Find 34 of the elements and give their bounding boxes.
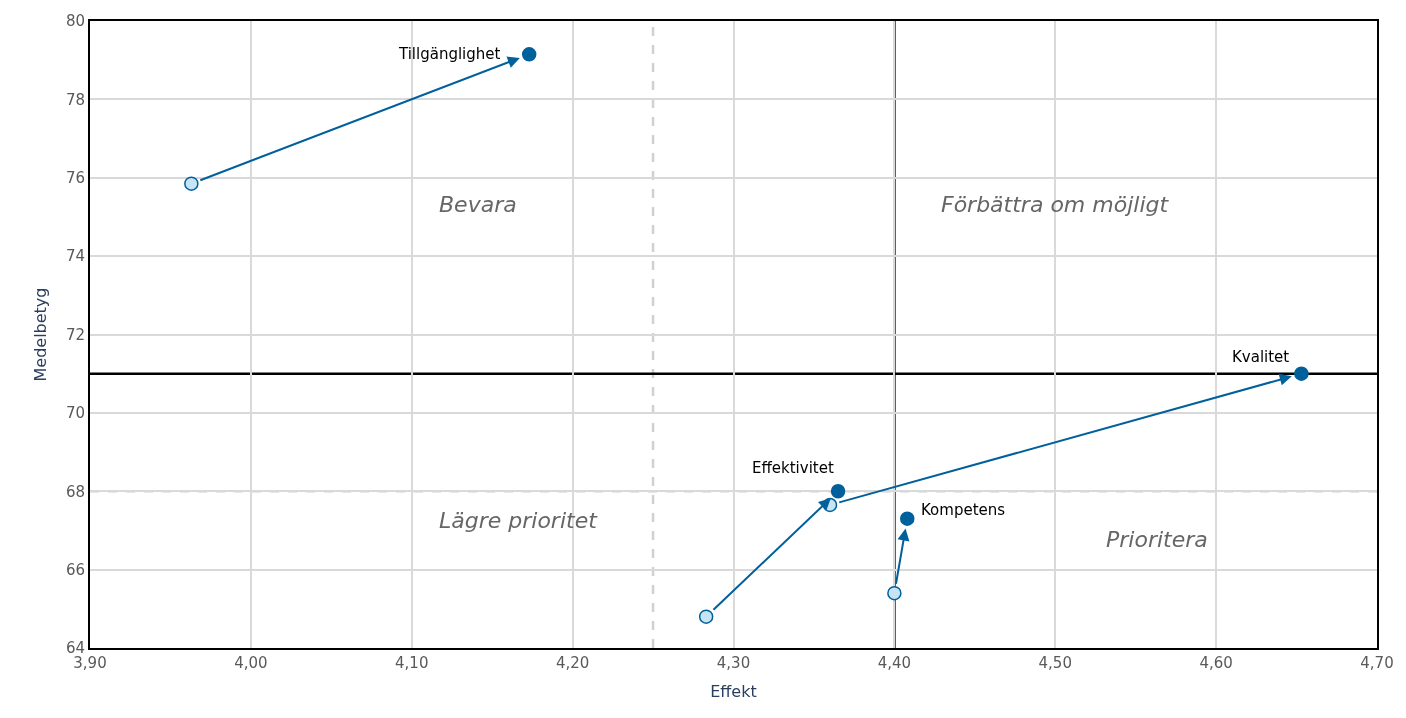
annotation: Förbättra om möjligt [941,192,1170,217]
y-tick-label: 74 [65,247,85,266]
annotation: Bevara [439,192,517,217]
x-tick-label: 3,90 [73,654,107,672]
point [900,511,915,526]
x-axis-title: Effekt [710,682,757,702]
point [1294,366,1309,381]
annotation: Prioritera [1106,527,1208,552]
y-tick-label: 78 [65,90,85,109]
annotation: Kompetens [921,501,1006,519]
x-tick-label: 4,70 [1360,654,1394,672]
point [184,176,199,191]
annotation: Tillgänglighet [398,45,501,63]
annotation: Effektivitet [752,459,834,477]
point [887,585,902,601]
x-tick-label: 4,50 [1038,654,1072,672]
point [521,47,537,62]
y-tick-label: 68 [65,482,85,501]
x-tick-label: 4,00 [234,654,268,672]
x-tick-label: 4,60 [1199,654,1233,672]
point [830,484,846,499]
y-tick-label: 76 [65,169,85,187]
x-tick-label: 4,20 [555,654,590,672]
y-tick-label: 70 [65,404,85,423]
x-tick-label: 4,30 [716,654,751,672]
y-tick-label: 66 [65,560,85,579]
annotation: Kvalitet [1232,348,1290,366]
y-axis-title: Medelbetyg [31,287,51,382]
point [698,609,714,624]
y-tick-label: 72 [65,325,85,344]
y-tick-label: 80 [65,12,85,31]
annotation: Lägre prioritet [439,508,599,533]
x-tick-label: 4,10 [395,654,429,672]
x-tick-label: 4,40 [877,654,912,672]
